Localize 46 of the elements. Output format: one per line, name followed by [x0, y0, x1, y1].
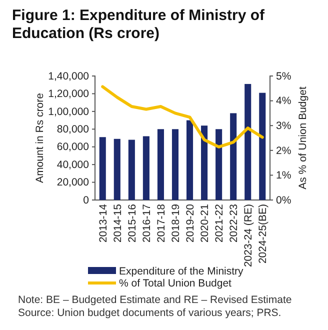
y2-tick-label: 0% [276, 194, 292, 206]
x-tick-label: 2022-23 [228, 204, 240, 243]
y2-tick-label: 2% [276, 144, 292, 157]
line-series [101, 85, 264, 148]
y-axis-title: Amount in Rs crore [34, 92, 46, 183]
y-tick-label: 1,20,000 [48, 88, 90, 100]
x-tick-label: 2023-24 (RE) [242, 204, 255, 268]
legend-label: Expenditure of the Ministry [119, 266, 244, 278]
source-note: Source: Union budget documents of various years; PRS. [18, 307, 282, 319]
x-tick-label: 2020-21 [198, 204, 211, 243]
bar [114, 138, 120, 200]
y-tick-label: 40,000 [56, 158, 90, 171]
x-tick-label: 2016-17 [140, 204, 153, 243]
bar [157, 129, 164, 200]
bar [186, 120, 194, 200]
x-tick-label: 2013-14 [97, 204, 110, 243]
chart-title: Figure 1: Expenditure of Ministry of Education (Rs crore) [12, 7, 266, 42]
bar [259, 92, 266, 200]
bar [99, 137, 106, 200]
x-tick-label: 2018-19 [170, 204, 182, 243]
y2-tick-label: 4% [276, 95, 292, 108]
bar [216, 129, 222, 200]
x-tick-label: 2021-22 [213, 204, 226, 243]
y-tick-label: 1,00,000 [48, 106, 90, 118]
legend-label: % of Total Union Budget [119, 278, 232, 290]
y2-tick-label: 3% [276, 120, 292, 132]
bar [230, 113, 237, 200]
bar [201, 126, 208, 200]
x-tick-label: 2024-25(BE) [257, 204, 270, 264]
text: Note: BE – Budgeted Estimate and RE – Revised Estimate [18, 294, 292, 306]
bar [172, 129, 179, 200]
bar [128, 140, 135, 200]
y-tick-label: 1,40,000 [48, 70, 90, 82]
y-tick-label: 60,000 [56, 141, 90, 154]
y2-tick-label: 1% [276, 170, 292, 182]
y2-tick-label: 5% [276, 70, 292, 82]
x-tick-label: 2017-18 [155, 204, 168, 243]
x-tick-label: 2019-20 [184, 204, 196, 243]
x-tick-label: 2015-16 [126, 204, 138, 243]
y2-axis-title: As % of Union Budget [297, 86, 309, 190]
bar [244, 84, 252, 200]
bar [142, 136, 150, 200]
y-tick-label: 20,000 [56, 176, 90, 189]
y-tick-label: 0 [83, 194, 90, 206]
x-tick-label: 2014-15 [112, 204, 124, 243]
y-tick-label: 80,000 [56, 124, 90, 136]
